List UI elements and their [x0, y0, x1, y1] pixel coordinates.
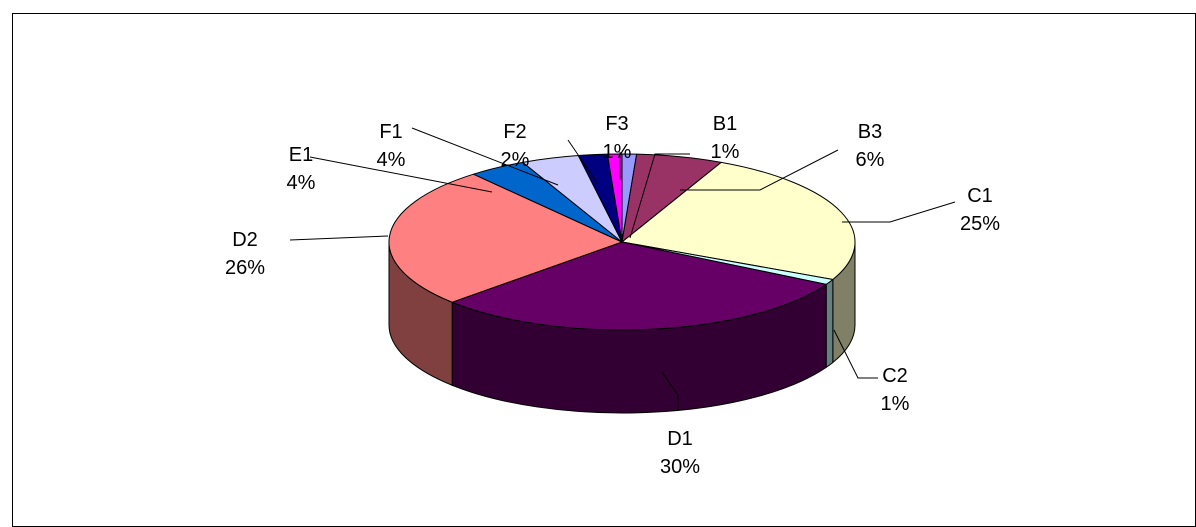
leader-line-f2 [567, 139, 599, 185]
leader-line-b1 [629, 153, 690, 239]
pie-slice-d1 [451, 241, 827, 331]
slice-percent-d1: 30% [660, 456, 700, 478]
slice-percent-f3: 1% [603, 141, 632, 163]
leader-line-e1 [309, 156, 493, 193]
slice-label-f2: F2 [503, 121, 526, 143]
slice-percent-c2: 1% [881, 393, 910, 415]
slice-label-d1: D1 [667, 428, 693, 450]
leader-line-f1 [411, 127, 559, 186]
pie-tops [388, 153, 856, 331]
leader-lines [289, 127, 956, 410]
leader-line-d1 [661, 371, 679, 410]
slice-label-f1: F1 [379, 121, 402, 143]
slice-label-f3: F3 [605, 113, 628, 135]
pie-slice-c1 [621, 161, 856, 280]
slice-label-c2: C2 [882, 365, 908, 387]
slice-percent-d2: 26% [225, 257, 265, 279]
pie-sides [388, 241, 856, 414]
slice-percent-b1: 1% [711, 141, 740, 163]
slice-percent-f2: 2% [501, 149, 530, 171]
slice-percent-f1: 4% [377, 149, 406, 171]
leader-line-c1 [842, 201, 956, 223]
pie-slice-f3 [606, 153, 623, 243]
slice-label-b1: B1 [713, 113, 737, 135]
slice-percent-b3: 6% [856, 149, 885, 171]
slice-label-e1: E1 [289, 144, 313, 166]
pie-slice-d2 [388, 173, 623, 303]
slice-label-b3: B3 [858, 121, 882, 143]
pie-side-c2 [825, 278, 834, 369]
slice-percent-c1: 25% [960, 213, 1000, 235]
slice-label-d2: D2 [232, 229, 258, 251]
leader-line-b3 [680, 149, 839, 191]
leader-line-d2 [289, 235, 389, 241]
leader-line-c2 [833, 329, 878, 379]
slice-percent-e1: 4% [287, 172, 316, 194]
slice-label-c1: C1 [967, 185, 993, 207]
slice-labels: B1 1% B3 6% C1 25% C2 1% D1 30% D2 26% E1 4% F1 4% F2 2% F… [225, 113, 1000, 478]
